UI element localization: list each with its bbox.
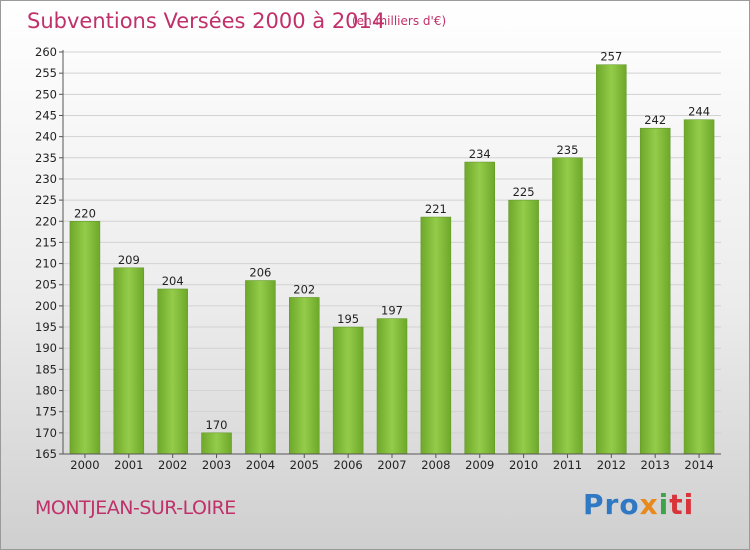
bar <box>201 432 232 455</box>
bar-value-label: 220 <box>74 206 96 220</box>
x-tick-label: 2002 <box>158 458 187 471</box>
bar-value-label: 204 <box>162 274 184 288</box>
x-tick-label: 2001 <box>114 458 143 471</box>
proxiti-logo: Proxiti <box>583 488 694 521</box>
y-tick-label: 210 <box>35 257 57 271</box>
bar-value-label: 170 <box>206 418 228 432</box>
bar-value-label: 242 <box>644 113 666 127</box>
bar-value-label: 257 <box>600 50 622 64</box>
y-tick-label: 245 <box>35 108 57 122</box>
y-tick-label: 250 <box>35 87 57 101</box>
x-tick-label: 2003 <box>202 458 231 471</box>
y-tick-label: 190 <box>35 341 57 355</box>
bar <box>552 157 583 455</box>
y-tick-label: 200 <box>35 299 57 313</box>
logo-part-3: i <box>658 488 670 521</box>
bar <box>508 199 539 455</box>
bar <box>420 216 452 455</box>
bar-value-label: 225 <box>513 185 535 199</box>
x-tick-label: 2011 <box>553 458 582 471</box>
bar-chart: 220 209 204 170 206 202 195 197 221 234 225 235 257 2… <box>35 45 721 471</box>
y-tick-label: 195 <box>35 320 57 334</box>
bar <box>113 267 145 455</box>
bar-value-label: 195 <box>337 312 359 326</box>
bar <box>639 127 671 455</box>
bar-value-label: 197 <box>381 304 403 318</box>
y-tick-label: 215 <box>35 235 57 249</box>
x-tick-label: 2008 <box>421 458 450 471</box>
y-tick-label: 225 <box>35 193 57 207</box>
y-tick-label: 230 <box>35 172 57 186</box>
bar <box>332 326 364 455</box>
x-tick-label: 2007 <box>377 458 406 471</box>
x-tick-label: 2009 <box>465 458 494 471</box>
y-tick-label: 235 <box>35 151 57 165</box>
city-name: MONTJEAN-SUR-LOIRE <box>35 497 236 519</box>
x-tick-label: 2014 <box>684 458 713 471</box>
bar-value-label: 206 <box>249 266 271 280</box>
bar-value-label: 202 <box>293 282 315 296</box>
y-tick-label: 255 <box>35 66 57 80</box>
bar-value-label: 235 <box>556 143 578 157</box>
bar <box>69 221 101 455</box>
y-tick-label: 185 <box>35 362 57 376</box>
x-tick-label: 2012 <box>597 458 626 471</box>
x-tick-label: 2013 <box>641 458 670 471</box>
bar-value-label: 234 <box>469 147 491 161</box>
bar-value-label: 209 <box>118 253 140 267</box>
logo-part-2: x <box>639 488 659 521</box>
y-tick-label: 205 <box>35 278 57 292</box>
bar-value-label: 221 <box>425 202 447 216</box>
bar <box>596 64 627 455</box>
y-tick-label: 260 <box>35 45 57 59</box>
bar-value-label: 244 <box>688 105 710 119</box>
unit-note: (en milliers d'€) <box>352 14 447 28</box>
y-tick-label: 180 <box>35 384 57 398</box>
bar <box>289 297 320 455</box>
y-tick-label: 220 <box>35 214 57 228</box>
chart-title: Subventions Versées 2000 à 2014 <box>27 9 386 33</box>
logo-part-4: ti <box>669 488 695 521</box>
x-tick-label: 2010 <box>509 458 538 471</box>
x-tick-label: 2004 <box>246 458 275 471</box>
bar <box>683 119 715 455</box>
bar <box>464 161 495 455</box>
bar <box>245 280 276 455</box>
x-tick-label: 2006 <box>333 458 362 471</box>
y-tick-label: 170 <box>35 426 57 440</box>
bar <box>157 288 188 455</box>
logo-part-1: Pro <box>583 488 640 521</box>
x-tick-label: 2005 <box>290 458 319 471</box>
y-tick-label: 175 <box>35 405 57 419</box>
x-tick-label: 2000 <box>70 458 99 471</box>
y-tick-label: 240 <box>35 130 57 144</box>
bar <box>376 318 408 455</box>
y-tick-label: 165 <box>35 447 57 461</box>
